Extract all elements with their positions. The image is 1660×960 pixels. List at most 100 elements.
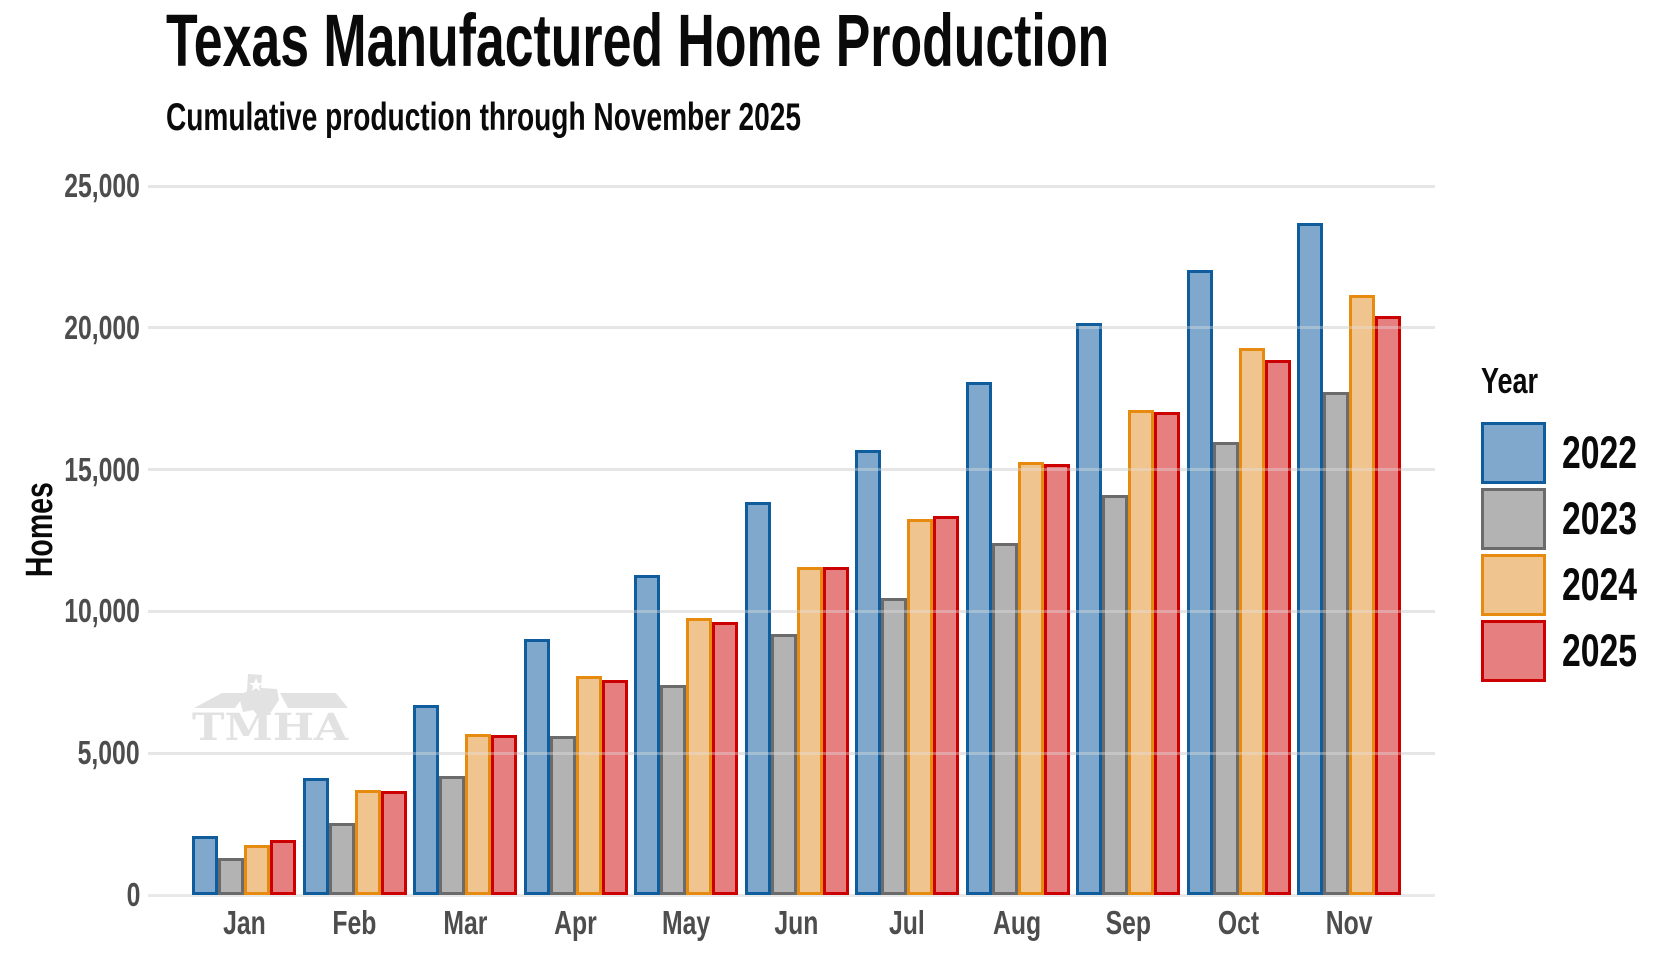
gridline-overlay-20000 [148, 326, 1435, 330]
watermark-text: TMHA [192, 705, 350, 744]
page-subtitle-text: Cumulative production through November 2… [166, 96, 802, 139]
x-tick-text: Oct [1217, 904, 1260, 941]
bar-2025-may [712, 622, 738, 895]
page-subtitle: Cumulative production through November 2… [166, 96, 1048, 140]
bar-2023-oct [1212, 442, 1239, 895]
x-tick-label-feb: Feb [299, 905, 411, 941]
legend-label-2022: 2022 [1562, 427, 1660, 479]
bar-2024-sep [1128, 410, 1154, 895]
bar-2023-feb [328, 823, 355, 895]
bar-2023-mar [439, 776, 465, 895]
bar-2023-apr [549, 736, 576, 895]
legend: Year 2022 2023 2024 2025 [1481, 360, 1660, 686]
gridline-overlay-5000 [148, 751, 1435, 755]
legend-item-2024: 2024 [1481, 554, 1660, 616]
x-tick-label-apr: Apr [520, 905, 632, 941]
x-tick-label-mar: Mar [409, 905, 521, 941]
y-tick-label-5000: 5,000 [0, 734, 140, 772]
x-tick-label-jan: Jan [188, 905, 300, 941]
legend-items: 2022 2023 2024 2025 [1481, 422, 1660, 682]
gridline-15000 [148, 468, 1435, 472]
plot-area [148, 184, 1435, 897]
legend-label-text: 2022 [1562, 427, 1638, 478]
bar-2024-mar [465, 734, 491, 895]
x-tick-label-sep: Sep [1072, 905, 1184, 941]
x-tick-label-jul: Jul [851, 905, 963, 941]
bar-2022-mar [413, 705, 439, 895]
bar-2022-aug [965, 382, 992, 895]
bar-2025-oct [1264, 360, 1291, 895]
x-tick-text: Feb [332, 904, 377, 941]
gridline-overlay-10000 [148, 609, 1435, 613]
roof-left-icon [194, 693, 246, 708]
bar-2023-aug [991, 543, 1018, 895]
gridline-10000 [148, 609, 1435, 613]
bar-2025-jul [933, 516, 959, 895]
x-tick-label-may: May [630, 905, 742, 941]
y-tick-text: 25,000 [64, 167, 140, 204]
y-tick-text: 15,000 [64, 450, 140, 488]
x-tick-text: Jun [774, 904, 819, 941]
x-tick-text: Aug [993, 904, 1042, 941]
x-tick-text: Mar [442, 904, 488, 941]
page-title: Texas Manufactured Home Production [166, 2, 1513, 80]
x-tick-label-nov: Nov [1293, 905, 1405, 941]
bar-2024-jun [796, 567, 823, 895]
bar-2022-nov [1297, 223, 1323, 895]
bar-2023-sep [1102, 495, 1128, 895]
legend-label-text: 2025 [1562, 625, 1638, 676]
y-tick-label-20000: 20,000 [0, 309, 140, 347]
y-tick-label-0: 0 [0, 876, 140, 914]
texas-star-icon [249, 678, 263, 691]
bar-2023-may [660, 685, 686, 895]
y-tick-text: 0 [126, 876, 140, 913]
y-tick-label-15000: 15,000 [0, 451, 140, 489]
legend-label-text: 2024 [1562, 559, 1638, 610]
bar-2025-sep [1154, 412, 1180, 895]
bar-2022-feb [302, 778, 329, 895]
bar-2025-nov [1375, 316, 1401, 895]
x-tick-label-aug: Aug [962, 905, 1074, 941]
legend-item-2025: 2025 [1481, 620, 1660, 682]
x-tick-label-jun: Jun [741, 905, 853, 941]
bar-2022-oct [1186, 270, 1213, 895]
legend-swatch-2023 [1481, 488, 1546, 550]
x-tick-text: Sep [1105, 904, 1151, 941]
legend-swatch-2025 [1481, 620, 1546, 682]
bar-2025-apr [601, 680, 628, 895]
x-tick-text: Jul [889, 904, 925, 941]
x-tick-text: Jan [222, 904, 266, 941]
tmha-watermark-logo: TMHA [192, 674, 350, 744]
legend-item-2023: 2023 [1481, 488, 1660, 550]
legend-label-2023: 2023 [1562, 493, 1660, 545]
bar-2025-aug [1043, 464, 1070, 895]
bar-2022-jul [855, 450, 881, 895]
bar-2025-mar [491, 735, 517, 895]
gridline-overlay-15000 [148, 468, 1435, 472]
x-tick-text: May [661, 904, 711, 941]
bar-2025-jan [270, 840, 296, 895]
bar-2024-apr [575, 676, 602, 895]
bar-2023-jul [881, 598, 907, 895]
y-tick-label-25000: 25,000 [0, 167, 140, 205]
gridline-20000 [148, 326, 1435, 330]
legend-title: Year [1481, 360, 1539, 401]
bar-2022-may [634, 575, 660, 895]
x-tick-text: Apr [554, 904, 597, 941]
bar-2024-feb [354, 790, 381, 895]
bar-2024-jan [244, 845, 270, 895]
gridline-overlay-25000 [148, 184, 1435, 188]
y-tick-text: 10,000 [64, 592, 140, 630]
bar-2023-jun [770, 634, 797, 895]
legend-item-2022: 2022 [1481, 422, 1660, 484]
legend-swatch-2022 [1481, 422, 1546, 484]
bar-2024-may [686, 618, 712, 895]
legend-label-text: 2023 [1562, 493, 1638, 544]
texas-shape-icon [239, 674, 279, 719]
x-tick-label-oct: Oct [1183, 905, 1295, 941]
bar-2022-jan [192, 836, 218, 895]
y-tick-text: 5,000 [78, 734, 140, 772]
legend-swatch-2024 [1481, 554, 1546, 616]
page-title-text: Texas Manufactured Home Production [166, 0, 1110, 82]
